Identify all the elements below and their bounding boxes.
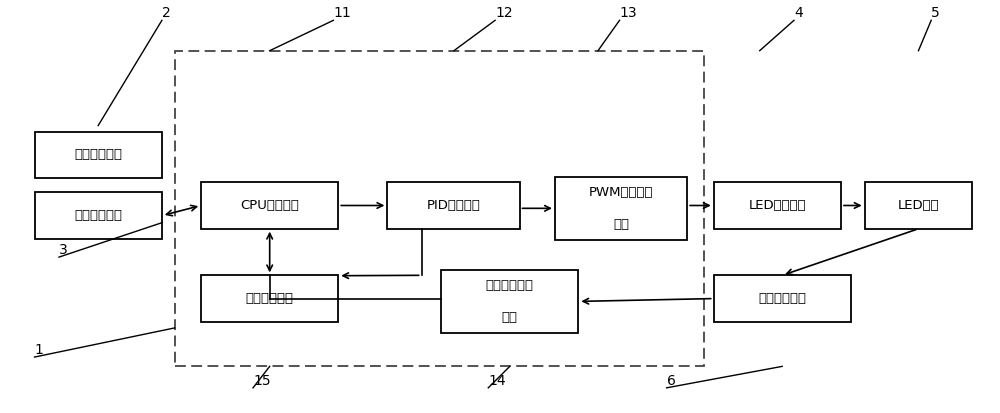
Text: 13: 13 [620, 6, 637, 20]
Text: 系统: 系统 [613, 218, 629, 230]
Text: PID控制系统: PID控制系统 [427, 199, 480, 212]
Text: 反馈采样单元: 反馈采样单元 [758, 292, 806, 305]
Text: 电源管理单元: 电源管理单元 [74, 148, 122, 161]
Text: 3: 3 [59, 243, 68, 257]
Text: 12: 12 [495, 6, 513, 20]
Text: 11: 11 [333, 6, 351, 20]
Text: 15: 15 [253, 374, 271, 388]
Text: 2: 2 [162, 6, 171, 20]
Text: 14: 14 [488, 374, 506, 388]
Text: PWM脉宽调制: PWM脉宽调制 [589, 186, 653, 199]
Text: 1: 1 [34, 343, 43, 357]
Text: 系统: 系统 [502, 311, 518, 324]
Text: LED驱动单元: LED驱动单元 [749, 199, 806, 212]
Text: 反馈信息量化: 反馈信息量化 [486, 279, 534, 292]
Text: 信息存储系统: 信息存储系统 [246, 292, 294, 305]
Text: 6: 6 [667, 374, 675, 388]
Bar [201, 182, 338, 229]
Bar [714, 275, 851, 322]
Bar [441, 270, 578, 333]
Text: LED光源: LED光源 [898, 199, 939, 212]
Bar [387, 182, 520, 229]
Bar [714, 182, 841, 229]
Text: 用户接口单元: 用户接口单元 [74, 209, 122, 222]
Text: 4: 4 [794, 6, 803, 20]
Text: CPU处理系统: CPU处理系统 [240, 199, 299, 212]
Text: 5: 5 [931, 6, 940, 20]
Bar [34, 192, 162, 239]
Bar [175, 51, 704, 366]
Bar [865, 182, 972, 229]
Bar [201, 275, 338, 322]
Bar [555, 177, 687, 240]
Bar [34, 132, 162, 178]
